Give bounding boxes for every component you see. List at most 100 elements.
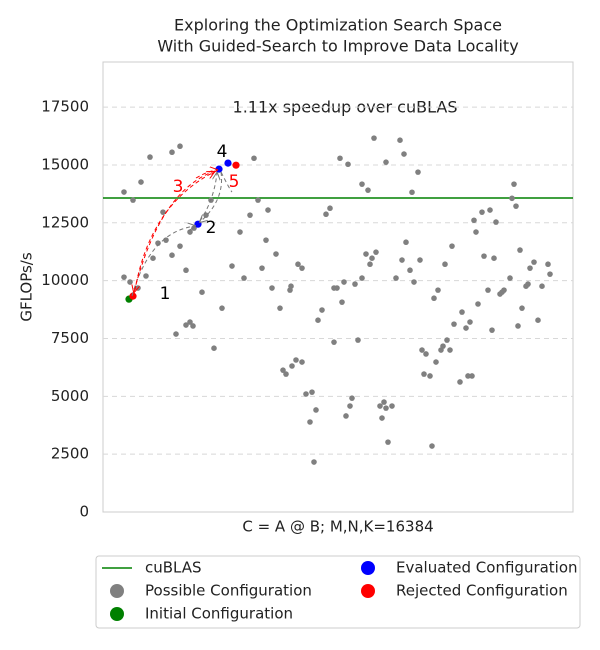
point <box>127 279 133 285</box>
point <box>487 207 493 213</box>
point <box>449 243 455 249</box>
point <box>457 379 463 385</box>
point <box>288 283 294 289</box>
point <box>397 137 403 144</box>
step-label: 4 <box>217 142 228 162</box>
point <box>229 263 235 269</box>
y-tick-label: 15000 <box>41 155 89 173</box>
point <box>313 407 319 413</box>
y-tick-label: 2500 <box>51 445 89 463</box>
point <box>259 265 265 271</box>
point <box>237 229 243 235</box>
point <box>515 323 521 329</box>
point <box>183 267 189 274</box>
point <box>519 305 525 311</box>
point <box>535 317 541 324</box>
point <box>121 189 127 195</box>
point <box>459 309 465 315</box>
point <box>421 371 427 377</box>
step-label: 5 <box>229 172 240 192</box>
step-label: 1 <box>160 284 171 304</box>
point <box>319 307 325 313</box>
point <box>463 325 469 331</box>
legend-label: Rejected Configuration <box>396 582 568 600</box>
y-tick-label: 0 <box>79 503 89 521</box>
step-label: 2 <box>206 218 217 238</box>
point <box>211 345 217 351</box>
point <box>435 287 441 293</box>
point <box>160 209 166 215</box>
y-tick-label: 5000 <box>51 387 89 405</box>
point <box>169 149 175 156</box>
step-label: 3 <box>173 177 184 197</box>
point <box>365 187 371 193</box>
point <box>232 161 240 169</box>
point <box>349 395 355 401</box>
point <box>509 195 515 202</box>
point <box>343 413 349 419</box>
point <box>429 443 435 449</box>
point <box>345 161 351 168</box>
point <box>465 373 471 379</box>
annotation: 1.11x speedup over cuBLAS <box>233 98 458 117</box>
chart-title: Exploring the Optimization Search Space <box>174 16 502 35</box>
legend-swatch <box>361 561 375 575</box>
point <box>447 347 453 353</box>
point <box>323 211 329 218</box>
point <box>381 399 387 405</box>
point <box>224 159 232 167</box>
point <box>399 257 405 263</box>
point <box>295 261 301 268</box>
point <box>442 261 448 268</box>
point <box>511 181 517 187</box>
search-arrows <box>132 170 233 297</box>
point <box>303 391 309 397</box>
point <box>255 197 261 203</box>
point <box>444 337 450 343</box>
point <box>491 255 497 261</box>
point <box>383 159 389 165</box>
point <box>403 239 409 246</box>
point <box>309 389 315 395</box>
point <box>513 203 519 209</box>
point <box>373 249 379 255</box>
point <box>393 275 399 281</box>
point <box>129 292 137 300</box>
point <box>265 207 271 213</box>
point <box>138 179 144 185</box>
point <box>473 229 479 235</box>
point <box>539 283 545 289</box>
y-tick-label: 17500 <box>41 98 89 116</box>
point <box>331 339 337 345</box>
point <box>359 275 365 281</box>
point <box>415 169 421 175</box>
point <box>283 371 289 377</box>
point <box>263 237 269 243</box>
legend-label: Possible Configuration <box>145 582 312 600</box>
point <box>419 347 425 353</box>
point <box>293 357 299 363</box>
point <box>269 285 275 291</box>
point <box>289 363 295 369</box>
point <box>352 281 358 287</box>
y-tick-label: 7500 <box>51 329 89 347</box>
point <box>327 205 333 212</box>
point <box>401 151 407 157</box>
point <box>299 265 305 271</box>
plot-frame <box>102 61 574 513</box>
point <box>163 237 169 243</box>
point <box>377 403 383 409</box>
point <box>479 209 485 215</box>
point <box>427 373 433 379</box>
arrow <box>195 170 217 179</box>
point <box>177 243 183 249</box>
point <box>471 217 477 224</box>
point <box>183 322 189 328</box>
point <box>251 155 257 162</box>
point <box>299 359 305 365</box>
point <box>359 181 365 187</box>
point <box>190 323 196 329</box>
point <box>489 327 495 333</box>
